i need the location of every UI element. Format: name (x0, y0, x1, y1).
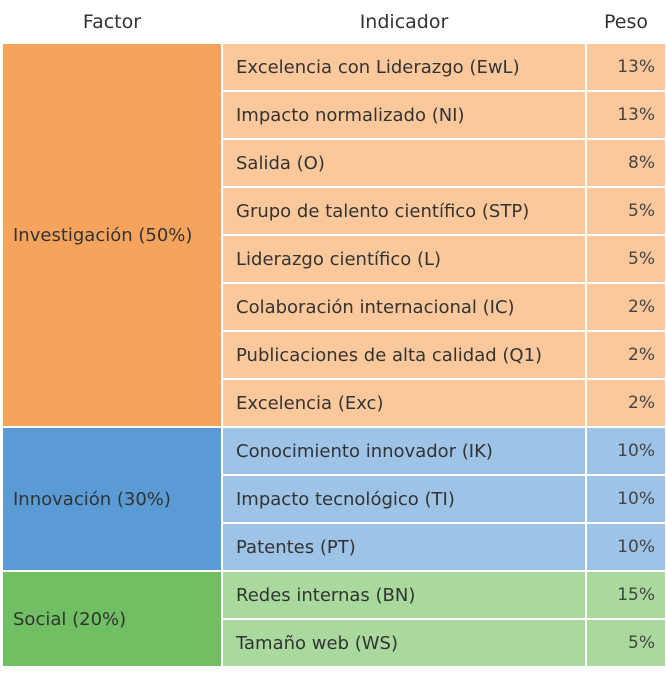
indicator-cell: Patentes (PT) (221, 522, 587, 572)
factor-cell: Investigación (50%) (1, 42, 223, 428)
table-row: Excelencia (Exc) 2% (2, 378, 666, 428)
indicator-header: Indicador (221, 0, 587, 44)
indicator-cell: Excelencia con Liderazgo (EwL) (221, 42, 587, 92)
table-row: Publicaciones de alta calidad (Q1) 2% (2, 330, 666, 380)
header-row: Factor Indicador Peso (1, 0, 666, 44)
indicator-cell: Redes internas (BN) (221, 570, 587, 620)
weight-cell: 5% (585, 618, 666, 668)
factor-cell: Innovación (30%) (1, 426, 223, 572)
indicator-cell: Conocimiento innovador (IK) (221, 426, 587, 476)
indicator-cell: Tamaño web (WS) (221, 618, 587, 668)
table-row: Liderazgo científico (L) 5% (2, 234, 666, 284)
table-row: Patentes (PT) 10% (2, 522, 666, 572)
factor-cell: Social (20%) (1, 570, 223, 668)
weight-cell: 2% (585, 378, 666, 428)
weight-cell: 8% (585, 138, 666, 188)
weight-cell: 13% (585, 90, 666, 140)
table-row: Salida (O) 8% (2, 138, 666, 188)
weight-cell: 2% (585, 282, 666, 332)
indicator-cell: Colaboración internacional (IC) (221, 282, 587, 332)
weight-cell: 13% (585, 42, 666, 92)
weight-cell: 5% (585, 186, 666, 236)
table-row: Colaboración internacional (IC) 2% (2, 282, 666, 332)
indicator-cell: Salida (O) (221, 138, 587, 188)
table-row: Tamaño web (WS) 5% (2, 618, 666, 668)
factor-header: Factor (1, 0, 223, 44)
weight-cell: 15% (585, 570, 666, 620)
indicator-cell: Impacto tecnológico (TI) (221, 474, 587, 524)
indicator-cell: Impacto normalizado (NI) (221, 90, 587, 140)
weight-header: Peso (585, 0, 666, 44)
table-row: Impacto tecnológico (TI) 10% (2, 474, 666, 524)
weight-cell: 5% (585, 234, 666, 284)
weight-cell: 2% (585, 330, 666, 380)
table-body: Investigación (50%) Excelencia con Lidera… (1, 42, 666, 668)
indicator-cell: Publicaciones de alta calidad (Q1) (221, 330, 587, 380)
table-row: Impacto normalizado (NI) 13% (2, 90, 666, 140)
weight-cell: 10% (585, 426, 666, 476)
indicator-cell: Liderazgo científico (L) (221, 234, 587, 284)
indicator-cell: Excelencia (Exc) (221, 378, 587, 428)
table-row: Grupo de talento científico (STP) 5% (2, 186, 666, 236)
weight-cell: 10% (585, 522, 666, 572)
indicator-cell: Grupo de talento científico (STP) (221, 186, 587, 236)
table-row: Social (20%) Redes internas (BN) 15% (1, 570, 666, 668)
weights-table: Factor Indicador Peso Investigación (50%… (1, 0, 666, 668)
table-row: Investigación (50%) Excelencia con Lidera… (1, 42, 666, 428)
table-row: Innovación (30%) Conocimiento innovador (… (1, 426, 666, 572)
weight-cell: 10% (585, 474, 666, 524)
